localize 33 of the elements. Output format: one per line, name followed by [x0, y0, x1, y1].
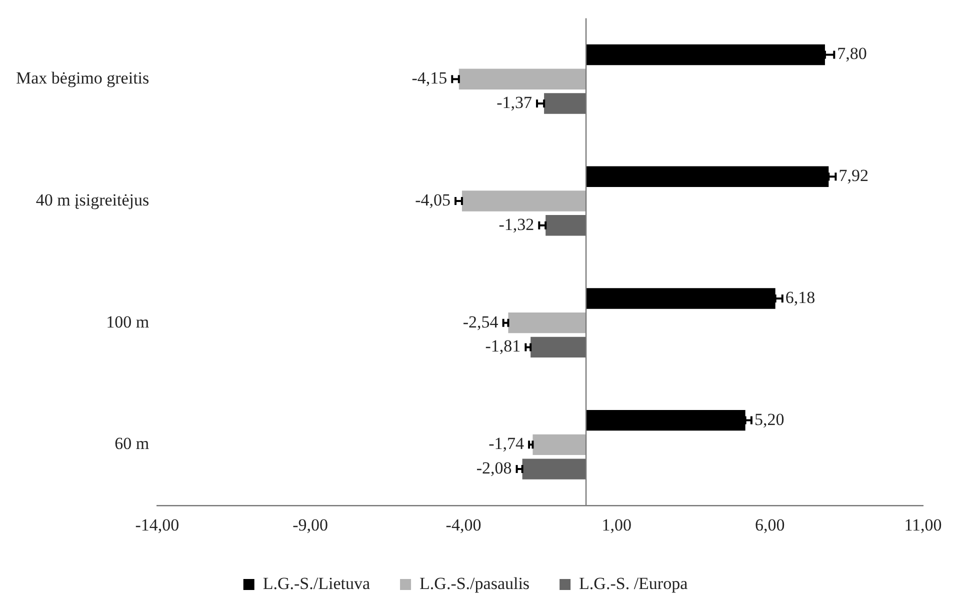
legend-label: L.G.-S./Lietuva	[262, 574, 370, 593]
data-label: -2,54	[462, 312, 499, 332]
y-tick-label: 60 m	[114, 434, 150, 454]
data-label: -1,37	[496, 92, 532, 112]
x-tick-label: -4,00	[446, 515, 482, 534]
data-label: -1,81	[485, 336, 521, 356]
y-tick-label: 100 m	[106, 312, 150, 332]
bar	[546, 214, 586, 236]
y-tick-label: 40 m įsigreitėjus	[36, 190, 150, 210]
data-label: 6,18	[785, 288, 816, 307]
bar	[530, 336, 586, 358]
legend-label: L.G.-S./pasaulis	[420, 574, 530, 593]
data-label: -1,74	[488, 434, 525, 454]
data-label: 5,20	[754, 410, 784, 429]
x-tick-label: -9,00	[292, 515, 328, 534]
x-tick-label: -14,00	[135, 515, 180, 534]
data-label: -4,15	[412, 68, 448, 88]
x-tick-label: 6,00	[754, 515, 785, 534]
y-tick-label: Max bėgimo greitis	[16, 68, 150, 88]
bar	[522, 458, 586, 480]
data-label: -1,32	[498, 214, 534, 234]
data-label: 7,80	[837, 44, 867, 64]
bar	[458, 68, 586, 90]
bar	[544, 93, 586, 114]
bar	[462, 190, 586, 212]
bar	[532, 434, 586, 456]
bar	[508, 312, 586, 334]
data-label: -2,08	[476, 458, 512, 478]
data-label: 7,92	[838, 166, 868, 186]
x-tick-label: 11,00	[904, 515, 942, 534]
data-label: -4,05	[415, 190, 451, 210]
x-tick-label: 1,00	[602, 515, 632, 534]
legend-label: L.G.-S. /Europa	[579, 574, 688, 593]
